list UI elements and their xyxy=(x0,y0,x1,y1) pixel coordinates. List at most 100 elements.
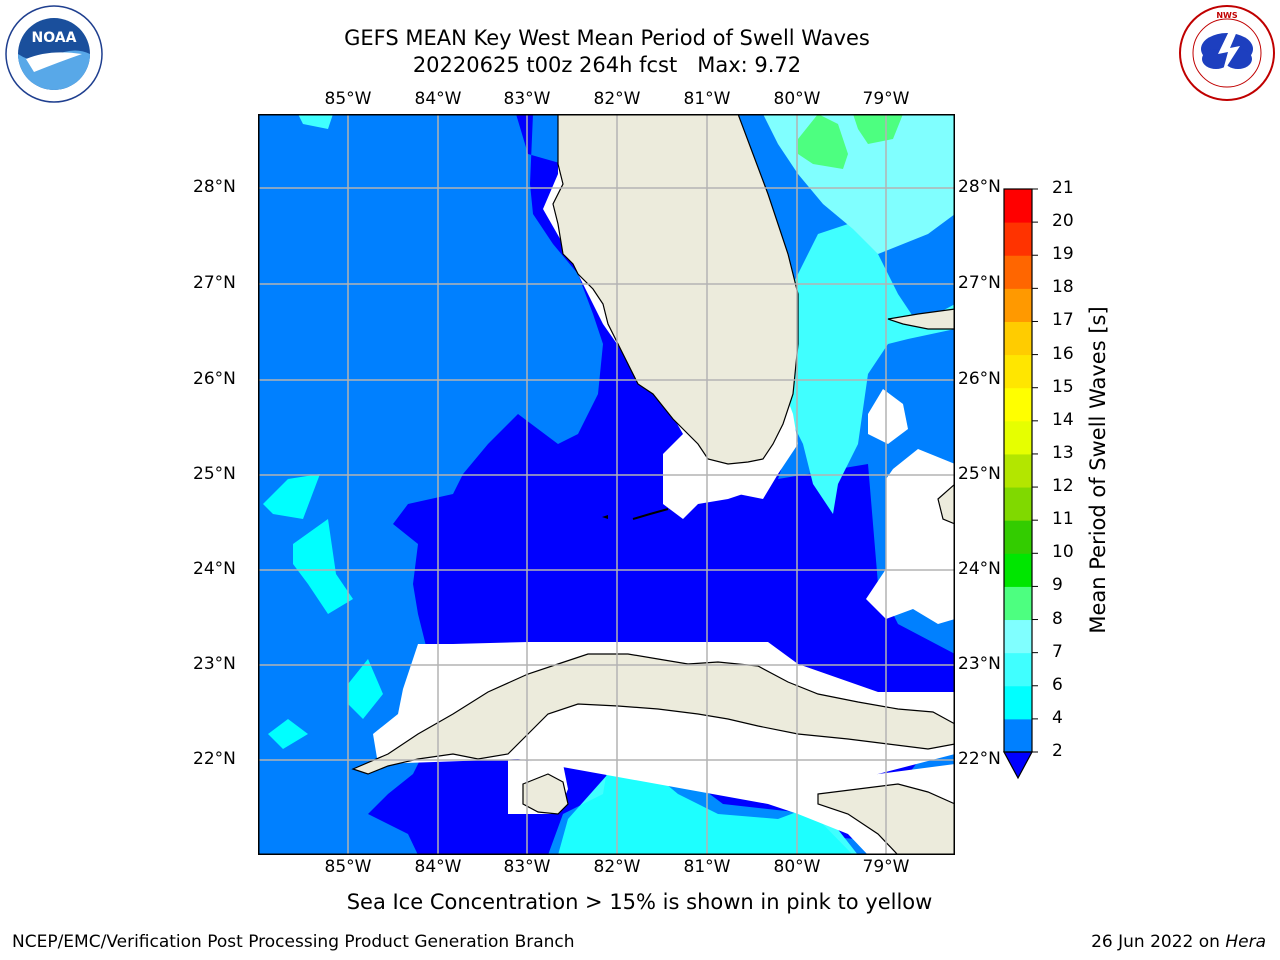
lon-tick-top-84: 84°W xyxy=(414,89,462,109)
lon-tick-top-81: 81°W xyxy=(683,89,731,109)
lon-tick-bottom-79: 79°W xyxy=(862,857,910,877)
mask-area-bahamas xyxy=(866,479,955,624)
footer-credit: NCEP/EMC/Verification Post Processing Pr… xyxy=(12,932,575,952)
noaa-logo: NOAA xyxy=(5,5,103,103)
lat-tick-right-28: 28°N xyxy=(958,177,1001,197)
colorbar-band xyxy=(1004,619,1032,654)
lon-tick-top-85: 85°W xyxy=(324,89,372,109)
land-bahamas-north xyxy=(887,308,955,330)
colorbar-band xyxy=(1004,288,1032,322)
mask-area-east xyxy=(868,389,908,444)
lat-tick-left-27: 27°N xyxy=(193,273,236,293)
swell-period-4-6-west-e xyxy=(298,114,333,129)
footer-machine: Hera xyxy=(1225,932,1266,952)
colorbar-band xyxy=(1004,553,1032,587)
colorbar-band xyxy=(1004,453,1032,488)
colorbar-tick-label: 4 xyxy=(1052,707,1063,728)
colorbar-tick-label: 19 xyxy=(1052,244,1074,265)
colorbar-tick-label: 9 xyxy=(1052,575,1063,596)
nws-logo: NWS xyxy=(1179,5,1275,101)
land-bahamas-andros xyxy=(937,483,955,525)
colorbar-tick-label: 12 xyxy=(1052,476,1074,497)
colorbar-band xyxy=(1004,255,1032,289)
lon-tick-bottom-80: 80°W xyxy=(773,857,821,877)
mask-area-keys xyxy=(663,419,763,519)
lon-tick-bottom-85: 85°W xyxy=(324,857,372,877)
colorbar-label: Mean Period of Swell Waves [s] xyxy=(1086,306,1110,634)
lon-tick-bottom-84: 84°W xyxy=(414,857,462,877)
lon-tick-bottom-83: 83°W xyxy=(503,857,551,877)
colorbar-band xyxy=(1004,685,1032,720)
colorbar-tick-label: 16 xyxy=(1052,343,1074,364)
colorbar-band xyxy=(1004,520,1032,554)
footer-date: 26 Jun 2022 on Hera xyxy=(1091,932,1266,952)
lat-tick-right-23: 23°N xyxy=(958,654,1001,674)
colorbar-tick-label: 8 xyxy=(1052,608,1063,629)
colorbar-outline xyxy=(1003,188,1033,753)
colorbar xyxy=(1002,188,1038,780)
lon-tick-bottom-81: 81°W xyxy=(683,857,731,877)
lon-tick-top-82: 82°W xyxy=(593,89,641,109)
footer-date-text: 26 Jun 2022 on xyxy=(1091,932,1226,952)
mask-area-east-b xyxy=(886,449,955,479)
map-frame xyxy=(258,114,955,855)
lat-tick-left-22: 22°N xyxy=(193,749,236,769)
swell-period-4-6-west-a xyxy=(263,474,320,519)
colorbar-tick-label: 10 xyxy=(1052,542,1074,563)
lat-tick-right-26: 26°N xyxy=(958,369,1001,389)
colorbar-band xyxy=(1004,222,1032,256)
colorbar-tick-label: 18 xyxy=(1052,277,1074,298)
colorbar-band xyxy=(1004,420,1032,455)
map-title: GEFS MEAN Key West Mean Period of Swell … xyxy=(344,26,870,50)
colorbar-tick-label: 7 xyxy=(1052,641,1063,662)
colorbar-band xyxy=(1004,387,1032,422)
swell-period-4-6-south xyxy=(548,754,853,855)
land-key-west xyxy=(602,515,608,519)
noaa-logo-text: NOAA xyxy=(32,30,77,46)
map-grid xyxy=(258,114,955,855)
swell-period-6-8-east xyxy=(753,114,955,514)
map-subtitle: 20220625 t00z 264h fcst Max: 9.72 xyxy=(412,53,802,77)
colorbar-band xyxy=(1004,354,1032,389)
colorbar-band xyxy=(1004,718,1032,753)
swell-period-9-10-east-b xyxy=(853,114,903,144)
colorbar-tick-label: 2 xyxy=(1052,741,1063,761)
colorbar-tick-label: 20 xyxy=(1052,211,1074,232)
colorbar-band xyxy=(1004,586,1032,621)
colorbar-tick-label: 14 xyxy=(1052,409,1074,430)
colorbar-tick-label: 13 xyxy=(1052,442,1074,463)
lat-tick-left-24: 24°N xyxy=(193,559,236,579)
colorbar-tick-label: 21 xyxy=(1052,178,1074,198)
swell-period-9-10-east xyxy=(798,114,848,169)
colorbar-tick-label: 15 xyxy=(1052,376,1074,397)
swell-period-4-6-west-c xyxy=(348,659,383,719)
lat-tick-right-27: 27°N xyxy=(958,273,1001,293)
lat-tick-left-28: 28°N xyxy=(193,177,236,197)
lon-tick-top-79: 79°W xyxy=(862,89,910,109)
colorbar-band xyxy=(1004,652,1032,687)
lat-tick-left-25: 25°N xyxy=(193,464,236,484)
land-cuba xyxy=(351,653,955,775)
land-florida xyxy=(552,114,799,465)
lon-tick-top-83: 83°W xyxy=(503,89,551,109)
lat-tick-right-24: 24°N xyxy=(958,559,1001,579)
lat-tick-left-23: 23°N xyxy=(193,654,236,674)
lon-tick-bottom-82: 82°W xyxy=(593,857,641,877)
lat-tick-left-26: 26°N xyxy=(193,369,236,389)
colorbar-extend-min xyxy=(1002,751,1034,780)
lat-tick-right-25: 25°N xyxy=(958,464,1001,484)
colorbar-band xyxy=(1004,189,1032,223)
lat-tick-right-22: 22°N xyxy=(958,749,1001,769)
land-florida-keys xyxy=(632,508,669,520)
swell-period-4-6-west-b xyxy=(293,519,353,614)
colorbar-band xyxy=(1004,321,1032,356)
colorbar-tick-label: 11 xyxy=(1052,509,1074,530)
colorbar-tick-label: 17 xyxy=(1052,310,1074,331)
lon-tick-top-80: 80°W xyxy=(773,89,821,109)
map-panel xyxy=(258,114,955,855)
land-isle-of-youth xyxy=(522,773,569,815)
colorbar-tick-label: 6 xyxy=(1052,674,1063,695)
colorbar-band xyxy=(1004,487,1032,521)
sea-ice-note: Sea Ice Concentration > 15% is shown in … xyxy=(346,890,933,914)
swell-period-4-6-west-d xyxy=(268,719,308,749)
